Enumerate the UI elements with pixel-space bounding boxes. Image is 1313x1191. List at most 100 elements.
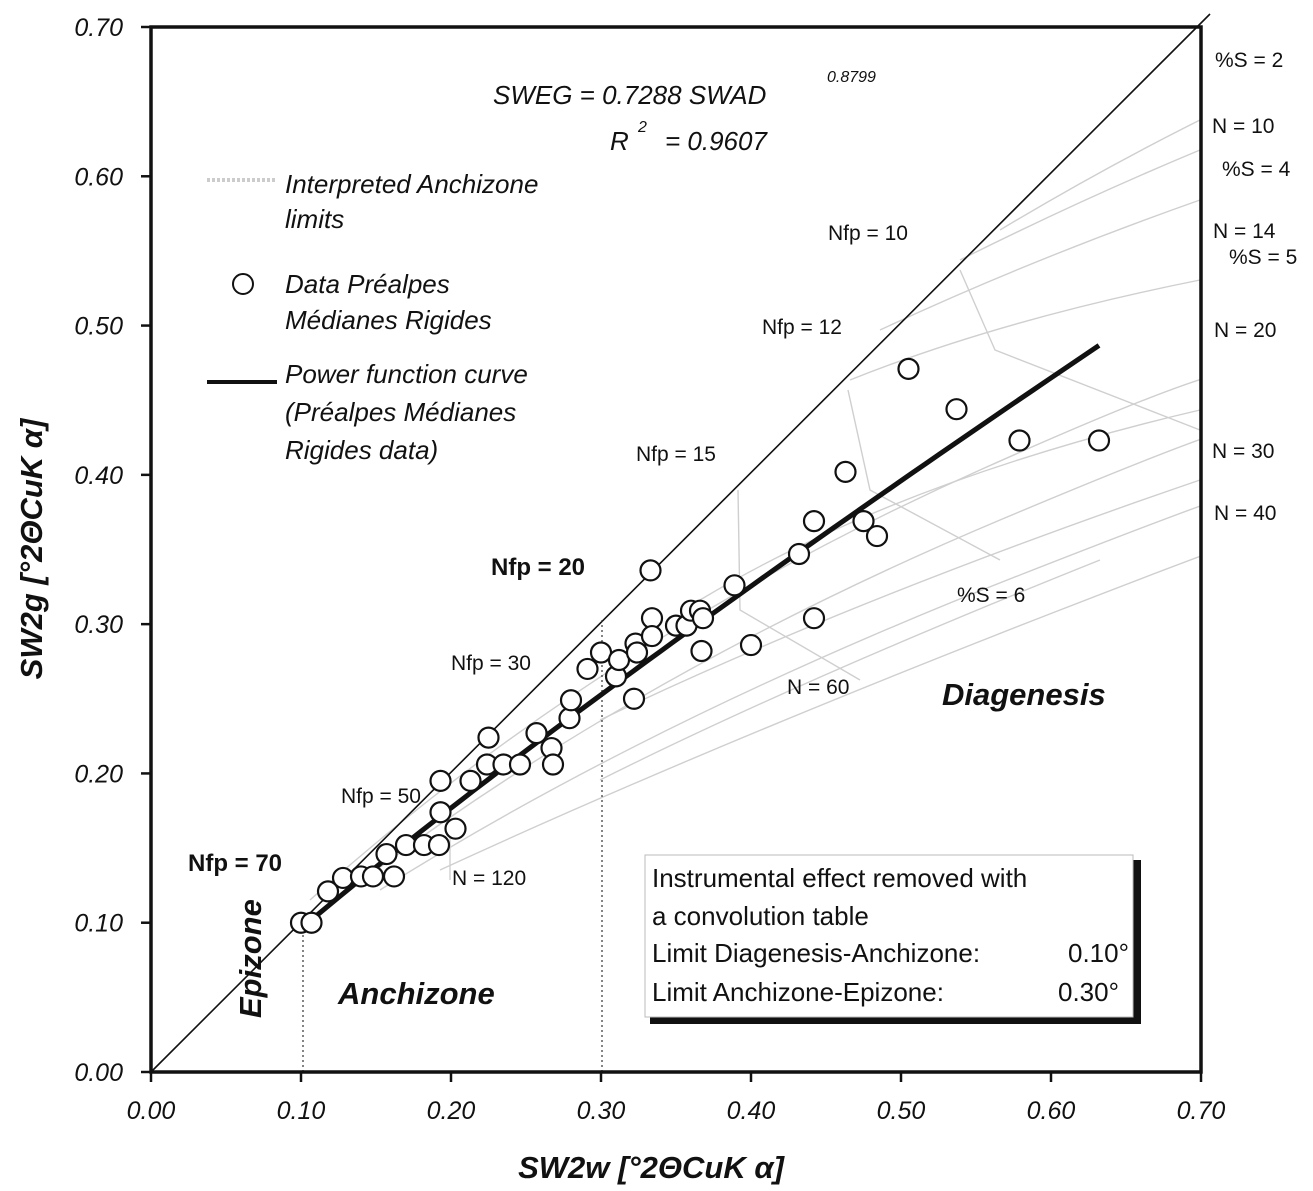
legend-label-fit-2: (Préalpes Médianes [285,397,516,427]
grid-curve [737,489,861,681]
x-tick-label: 0.40 [727,1097,776,1125]
y-axis-ticks [141,25,151,1074]
grid-curve [959,269,1201,431]
right-label: %S = 5 [1229,246,1297,269]
data-point [897,357,920,380]
grid-curve [599,559,1101,781]
data-point [508,753,532,776]
data-point [622,687,646,710]
info-limit-value: 0.30° [1058,977,1119,1007]
info-line: a convolution table [652,901,869,931]
data-point [444,817,467,840]
data-points [289,357,1111,934]
legend-label-anchizone-1: Interpreted Anchizone [285,169,538,199]
zone-diagenesis: Diagenesis [942,677,1106,712]
x-tick-label: 0.10 [277,1097,326,1125]
right-label: %S = 2 [1215,49,1283,72]
info-limit-label: Limit Anchizone-Epizone: [652,977,944,1007]
nfp-label-bold: Nfp = 70 [188,850,282,877]
data-point [427,833,451,857]
info-limit-label: Limit Diagenesis-Anchizone: [652,938,980,968]
x-tick-label: 0.60 [1027,1097,1076,1125]
data-point [945,398,968,421]
y-axis-tick-labels: 0.00 0.10 0.20 0.30 0.40 0.50 0.60 0.70 [74,14,123,1087]
nfp-label-bold: Nfp = 20 [491,554,585,581]
right-label: N = 30 [1212,440,1274,463]
data-point [361,865,385,888]
x-tick-label: 0.00 [127,1097,176,1125]
plot-frame [149,25,1203,1074]
info-box: Instrumental effect removed with a convo… [644,854,1141,1024]
y-tick-label: 0.10 [74,910,123,938]
data-point [576,657,599,681]
data-point [739,633,763,657]
data-point [640,624,664,648]
legend: Interpreted Anchizone limits Data Préalp… [207,169,538,465]
data-point [723,574,746,597]
equation-exponent: 0.8799 [827,69,876,86]
zone-epizone: Epizone [233,899,268,1018]
y-tick-label: 0.40 [74,462,123,490]
r-squared-exponent: 2 [637,119,647,136]
x-axis-tick-labels: 0.00 0.10 0.20 0.30 0.40 0.50 0.60 0.70 [127,1097,1226,1125]
data-point [1008,429,1031,452]
inner-label: N = 120 [452,867,526,890]
y-tick-label: 0.70 [74,14,123,42]
r-squared-label: R [610,126,629,156]
y-tick-label: 0.30 [74,611,123,639]
data-point [691,607,715,630]
right-label: N = 10 [1212,115,1274,138]
x-axis-ticks [149,1072,1203,1082]
nfp-label: Nfp = 15 [636,443,716,466]
data-point [559,689,583,712]
data-point [459,769,482,792]
data-point [625,641,649,664]
x-axis-title: SW2w [°2ΘCuK α] [518,1150,786,1185]
data-point [787,542,811,566]
y-tick-label: 0.60 [74,163,123,191]
inner-label: %S = 6 [957,584,1025,607]
right-label: N = 14 [1213,220,1276,243]
grid-curve [847,389,1001,561]
data-point [541,753,565,776]
data-point [382,865,406,888]
nfp-label: Nfp = 30 [451,652,531,675]
info-box-frame [644,854,1134,1018]
x-tick-label: 0.20 [427,1097,476,1125]
grid-curve [879,199,1201,331]
legend-label-data-1: Data Préalpes [285,269,450,299]
legend-label-anchizone-2: limits [285,204,344,234]
y-axis-title: SW2g [°2ΘCuK α] [14,417,49,679]
right-label: %S = 4 [1222,158,1291,181]
grid-curve [379,504,1201,891]
x-tick-label: 0.50 [877,1097,926,1125]
y-tick-label: 0.00 [74,1059,123,1087]
data-point [331,866,355,890]
legend-label-data-2: Médianes Rigides [285,305,492,335]
zone-anchizone: Anchizone [337,976,495,1011]
grid-curve [849,279,1201,381]
grid-curve [439,555,1201,871]
info-limit-value: 0.10° [1068,938,1129,968]
data-point [802,510,826,533]
info-line: Instrumental effect removed with [652,863,1027,893]
grid-curve [959,149,1201,261]
nfp-label: Nfp = 12 [762,316,842,339]
legend-marker-circle [232,273,254,295]
data-point [834,460,857,483]
data-point [375,842,398,866]
model-grid [309,119,1201,906]
data-point [525,722,548,745]
data-point [300,911,323,934]
right-label: N = 40 [1214,502,1276,525]
data-point [429,769,452,792]
y-tick-label: 0.20 [74,760,123,788]
data-point [639,559,662,582]
grid-curve [599,479,1201,721]
data-point [429,801,452,824]
y-tick-label: 0.50 [74,313,123,341]
legend-label-fit-1: Power function curve [285,359,528,389]
r-squared-value: = 0.9607 [665,126,768,156]
inner-label: N = 60 [787,676,849,699]
